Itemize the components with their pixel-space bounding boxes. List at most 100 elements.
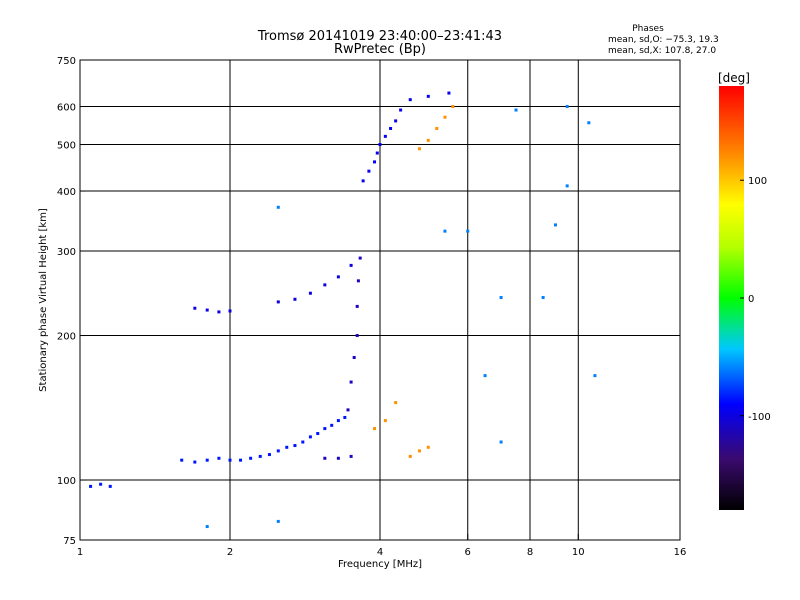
data-point xyxy=(389,126,393,130)
data-point xyxy=(217,310,221,314)
colorbar-ticks: 100 0 -100 xyxy=(740,176,771,423)
x-tick-label: 2 xyxy=(227,547,233,558)
data-point xyxy=(108,484,112,488)
data-point xyxy=(417,449,421,453)
data-point xyxy=(308,291,312,295)
data-point xyxy=(349,263,353,267)
data-point xyxy=(293,297,297,301)
colorbar-label: [deg] xyxy=(718,71,750,85)
data-point xyxy=(499,296,503,300)
x-tick-label: 6 xyxy=(465,547,471,558)
data-point xyxy=(336,275,340,279)
data-point xyxy=(565,105,569,109)
phases-x-stats: mean, sd,X: 107.8, 27.0 xyxy=(608,46,716,56)
data-point xyxy=(426,445,430,449)
y-tick-label: 200 xyxy=(57,332,76,343)
data-point xyxy=(352,355,356,359)
data-point xyxy=(193,306,197,310)
data-point xyxy=(258,454,262,458)
x-tick-label: 4 xyxy=(377,547,383,558)
data-point xyxy=(356,279,360,283)
data-point xyxy=(193,460,197,464)
data-point xyxy=(417,147,421,151)
data-point xyxy=(426,94,430,98)
data-point xyxy=(408,454,412,458)
y-axis-label: Stationary phase Virtual Height [km] xyxy=(38,208,49,392)
data-point xyxy=(285,445,289,449)
data-points xyxy=(89,91,597,529)
data-point xyxy=(358,256,362,260)
data-point xyxy=(276,300,280,304)
data-point xyxy=(99,482,103,486)
data-point xyxy=(89,484,93,488)
y-tick-label: 400 xyxy=(57,187,76,198)
data-point xyxy=(378,143,382,147)
colorbar-tick-label: 0 xyxy=(748,294,754,305)
data-point xyxy=(323,456,327,460)
data-point xyxy=(443,229,447,233)
data-point xyxy=(205,308,209,312)
y-tick-label: 300 xyxy=(57,247,76,258)
x-tick-label: 10 xyxy=(572,547,585,558)
data-point xyxy=(394,119,398,123)
data-point xyxy=(443,115,447,119)
data-point xyxy=(205,458,209,462)
data-point xyxy=(249,456,253,460)
chart-title: Tromsø 20141019 23:40:00–23:41:43 xyxy=(257,29,502,44)
data-point xyxy=(499,440,503,444)
colorbar xyxy=(719,86,744,510)
data-point xyxy=(308,435,312,439)
data-point xyxy=(373,427,377,431)
data-point xyxy=(466,229,470,233)
data-point xyxy=(336,456,340,460)
data-point xyxy=(565,184,569,188)
x-tick-label: 8 xyxy=(527,547,533,558)
data-point xyxy=(349,454,353,458)
y-tick-label: 500 xyxy=(57,141,76,152)
data-point xyxy=(361,179,365,183)
data-point xyxy=(447,91,451,95)
colorbar-tick-label: 100 xyxy=(748,176,767,187)
data-point xyxy=(375,151,379,155)
data-point xyxy=(399,108,403,112)
data-point xyxy=(367,169,371,173)
data-point xyxy=(383,134,387,138)
data-point xyxy=(541,296,545,300)
data-point xyxy=(514,108,518,112)
data-point xyxy=(349,380,353,384)
data-point xyxy=(343,415,347,419)
data-point xyxy=(483,374,487,378)
data-point xyxy=(553,223,557,227)
x-tick-label: 16 xyxy=(674,547,687,558)
data-point xyxy=(330,423,334,427)
data-point xyxy=(267,453,271,457)
y-tick-label: 75 xyxy=(63,536,76,547)
data-point xyxy=(293,444,297,448)
y-tick-label: 750 xyxy=(57,56,76,67)
data-point xyxy=(323,283,327,287)
data-point xyxy=(301,440,305,444)
data-point xyxy=(383,419,387,423)
colorbar-tick-label: -100 xyxy=(748,412,771,423)
data-point xyxy=(408,98,412,102)
data-point xyxy=(355,304,359,308)
data-point xyxy=(346,408,350,412)
data-point xyxy=(323,427,327,431)
data-point xyxy=(587,121,591,125)
data-point xyxy=(316,432,320,436)
data-point xyxy=(373,160,377,164)
data-point xyxy=(180,458,184,462)
y-tick-label: 100 xyxy=(57,476,76,487)
x-tick-label: 1 xyxy=(77,547,83,558)
x-axis-label: Frequency [MHz] xyxy=(338,559,422,570)
phases-title: Phases xyxy=(632,24,664,34)
y-tick-label: 600 xyxy=(57,103,76,114)
data-point xyxy=(205,525,209,529)
data-point xyxy=(228,458,232,462)
data-point xyxy=(217,456,221,460)
data-point xyxy=(435,126,439,130)
data-point xyxy=(394,401,398,405)
data-point xyxy=(451,105,455,109)
data-point xyxy=(276,519,280,523)
